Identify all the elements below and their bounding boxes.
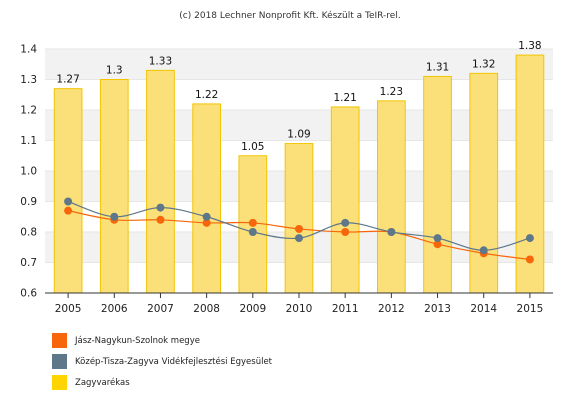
y-tick-label: 0.8 (20, 227, 37, 239)
point-egyesulet (341, 218, 350, 227)
x-tick-label: 2009 (239, 303, 266, 315)
legend-label: Zagyvarékas (75, 377, 130, 388)
chart-plot: 0.6 0.7 0.8 0.9 1.0 1.1 1.2 1.3 1.4 1.27 1.3 1.33 1.… (20, 40, 553, 315)
y-tick-label: 1.3 (20, 74, 37, 86)
y-tick-label: 0.6 (20, 288, 37, 300)
point-egyesulet (479, 246, 488, 255)
bar-data-label: 1.22 (195, 89, 218, 101)
point-megye (433, 240, 442, 249)
y-tick-label: 1.1 (20, 135, 37, 147)
bar-data-label: 1.38 (518, 40, 541, 52)
y-tick-label: 0.9 (20, 196, 37, 208)
grid-band (45, 49, 553, 80)
point-megye (295, 224, 303, 233)
bar-data-label: 1.21 (333, 92, 356, 104)
point-egyesulet (295, 234, 303, 243)
y-tick-label: 0.7 (20, 257, 37, 269)
x-tick-label: 2007 (147, 303, 174, 315)
y-tick-label: 1.4 (20, 44, 37, 56)
point-megye (248, 218, 257, 227)
point-egyesulet (387, 228, 396, 236)
legend-item-zagyvarekas[interactable]: Zagyvarékas (52, 372, 272, 393)
bar-data-label: 1.32 (472, 58, 495, 70)
bar-data-label: 1.05 (241, 141, 264, 153)
point-megye (525, 255, 534, 264)
bar-zagyvarekas (53, 88, 83, 294)
point-megye (202, 218, 211, 227)
bar-data-label: 1.09 (287, 129, 310, 141)
x-tick-label: 2014 (470, 303, 497, 315)
bar-data-label: 1.3 (106, 65, 123, 77)
point-megye (156, 215, 165, 224)
x-tick-label: 2005 (55, 303, 82, 315)
grid-band (45, 110, 553, 141)
legend-item-egyesulet[interactable]: Közép-Tisza-Zagyva Vidékfejlesztési Egye… (52, 351, 272, 372)
bar-data-label: 1.23 (380, 86, 403, 98)
point-egyesulet (525, 234, 534, 243)
point-egyesulet (433, 234, 442, 243)
bar-zagyvarekas (146, 69, 175, 294)
legend-swatch (52, 354, 67, 369)
y-tick-label: 1.0 (20, 166, 37, 178)
point-egyesulet (110, 212, 119, 221)
point-megye (341, 228, 350, 236)
point-egyesulet (202, 212, 211, 221)
x-tick-label: 2008 (193, 303, 220, 315)
legend-swatch (52, 333, 67, 348)
chart-legend: Jász-Nagykun-Szolnok megye Közép-Tisza-Z… (52, 330, 272, 393)
x-tick-label: 2011 (332, 303, 359, 315)
legend-item-megye[interactable]: Jász-Nagykun-Szolnok megye (52, 330, 272, 351)
bar-zagyvarekas (377, 100, 406, 294)
bar-zagyvarekas (330, 106, 360, 294)
x-tick-label: 2006 (101, 303, 128, 315)
bar-zagyvarekas (423, 75, 452, 294)
point-egyesulet (64, 197, 73, 206)
x-tick-label: 2012 (378, 303, 405, 315)
point-egyesulet (248, 228, 257, 236)
x-tick-label: 2010 (286, 303, 313, 315)
bar-data-label: 1.27 (56, 74, 79, 86)
x-tick-label: 2013 (424, 303, 451, 315)
bar-data-label: 1.31 (426, 61, 449, 73)
bar-data-label: 1.33 (149, 55, 172, 67)
point-megye (64, 206, 73, 215)
legend-swatch (52, 375, 67, 390)
bar-zagyvarekas (192, 103, 221, 294)
bar-zagyvarekas (99, 79, 129, 294)
bar-zagyvarekas (515, 54, 545, 294)
point-egyesulet (156, 203, 165, 212)
x-tick-label: 2015 (517, 303, 544, 315)
legend-label: Jász-Nagykun-Szolnok megye (75, 335, 200, 346)
chart-credit: (c) 2018 Lechner Nonprofit Kft. Készült … (179, 11, 401, 21)
y-tick-label: 1.2 (20, 105, 37, 117)
bar-zagyvarekas (284, 143, 314, 294)
legend-label: Közép-Tisza-Zagyva Vidékfejlesztési Egye… (75, 356, 273, 367)
bar-zagyvarekas (469, 72, 499, 294)
